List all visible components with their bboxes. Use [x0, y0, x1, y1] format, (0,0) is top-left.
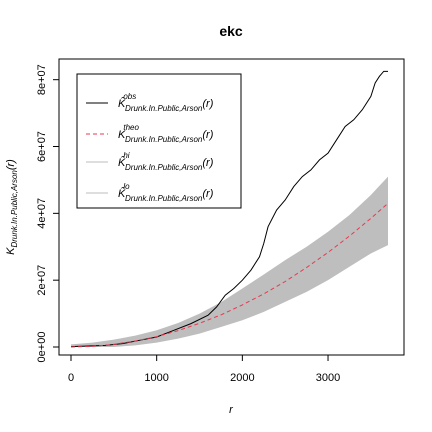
legend: K̂obs Drunk.In.Public,Arson(r) Ktheo Drunk.… [76, 73, 242, 209]
x-tick-label: 0 [68, 372, 74, 384]
legend-label-lo: K̂lo Drunk.In.Public,Arson(r) [118, 182, 214, 203]
legend-label-obs: K̂obs Drunk.In.Public,Arson(r) [118, 92, 214, 113]
x-axis-label: r [229, 404, 234, 416]
y-axis-label-main: K [5, 247, 17, 255]
envelope-band [71, 176, 388, 347]
x-tick-label: 1000 [144, 372, 168, 384]
x-tick-label: 3000 [316, 372, 340, 384]
series-line-layer [70, 70, 389, 348]
y-axis-label: KDrunk.In.Public,Arson(r) [5, 159, 19, 255]
legend-label-hi: K̂hi Drunk.In.Public,Arson(r) [118, 151, 214, 172]
y-tick-label: 2e+07 [36, 265, 48, 296]
svg-text:KDrunk.In.Public,Arson(r): KDrunk.In.Public,Arson(r) [5, 159, 19, 255]
y-tick-label: 4e+07 [36, 198, 48, 229]
y-axis-label-sub: Drunk.In.Public,Arson [10, 170, 19, 248]
legend-box [76, 73, 242, 209]
chart-title: ekc [219, 23, 243, 39]
envelope-band-layer [71, 176, 388, 347]
y-tick-label: 0e+00 [36, 332, 48, 363]
legend-label-theo: Ktheo Drunk.In.Public,Arson(r) [118, 123, 214, 144]
y-tick-label: 6e+07 [36, 131, 48, 162]
x-axis: 0 1000 2000 3000 [68, 354, 340, 384]
y-axis-label-tail: (r) [5, 159, 17, 170]
x-tick-label: 2000 [230, 372, 254, 384]
y-tick-label: 8e+07 [36, 64, 48, 95]
y-axis: 0e+00 2e+07 4e+07 6e+07 8e+07 [36, 64, 60, 363]
